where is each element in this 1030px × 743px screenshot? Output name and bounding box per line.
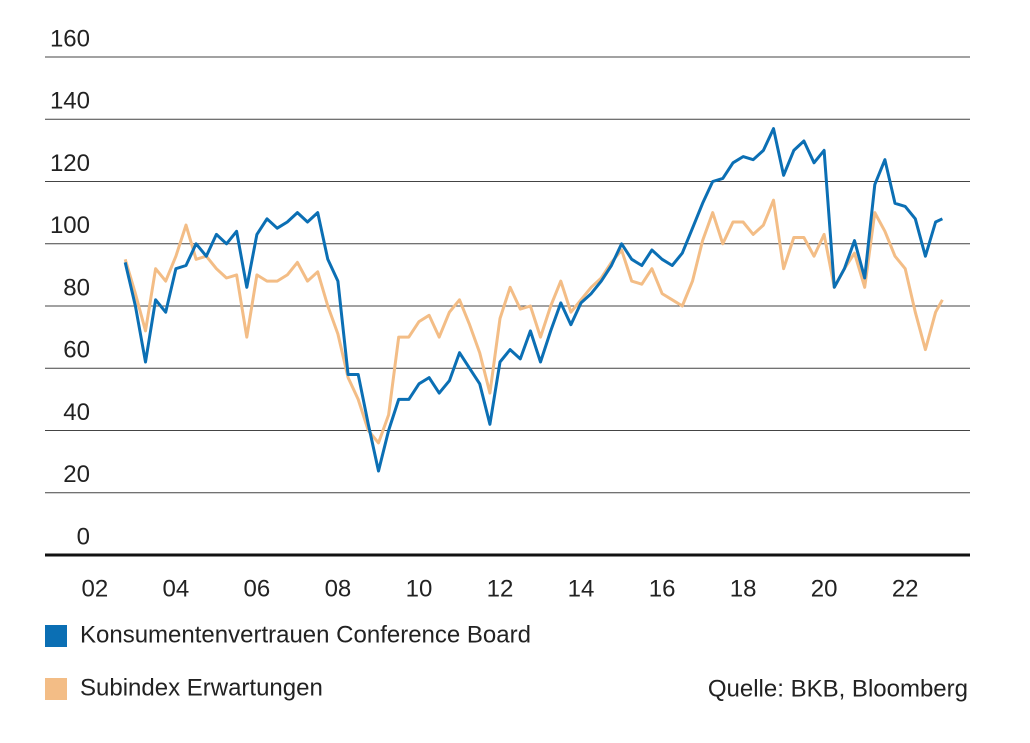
x-tick-label: 06 <box>244 575 271 602</box>
x-tick-label: 12 <box>487 575 514 602</box>
x-tick-label: 10 <box>406 575 433 602</box>
x-tick-label: 20 <box>811 575 838 602</box>
y-tick-label: 80 <box>63 274 90 301</box>
legend-swatch <box>45 625 67 647</box>
y-tick-label: 40 <box>63 399 90 426</box>
x-tick-label: 18 <box>730 575 757 602</box>
y-tick-label: 20 <box>63 461 90 488</box>
legend-label: Konsumentenvertrauen Conference Board <box>80 621 531 648</box>
series-line <box>123 127 944 473</box>
y-tick-label: 100 <box>50 212 90 239</box>
source: Quelle: BKB, Bloomberg <box>708 675 968 702</box>
x-tick-label: 02 <box>81 575 108 602</box>
y-tick-label: 140 <box>50 88 90 115</box>
x-tick-label: 04 <box>163 575 190 602</box>
x-tick-label: 22 <box>892 575 919 602</box>
y-tick-label: 60 <box>63 337 90 364</box>
x-tick-label: 16 <box>649 575 676 602</box>
y-tick-label: 0 <box>77 523 90 550</box>
x-tick-label: 14 <box>568 575 595 602</box>
legend-swatch <box>45 678 67 700</box>
x-tick-label: 08 <box>325 575 352 602</box>
series-line <box>123 198 944 445</box>
y-tick-label: 160 <box>50 25 90 52</box>
y-tick-label: 120 <box>50 150 90 177</box>
legend-label: Subindex Erwartungen <box>80 674 323 701</box>
